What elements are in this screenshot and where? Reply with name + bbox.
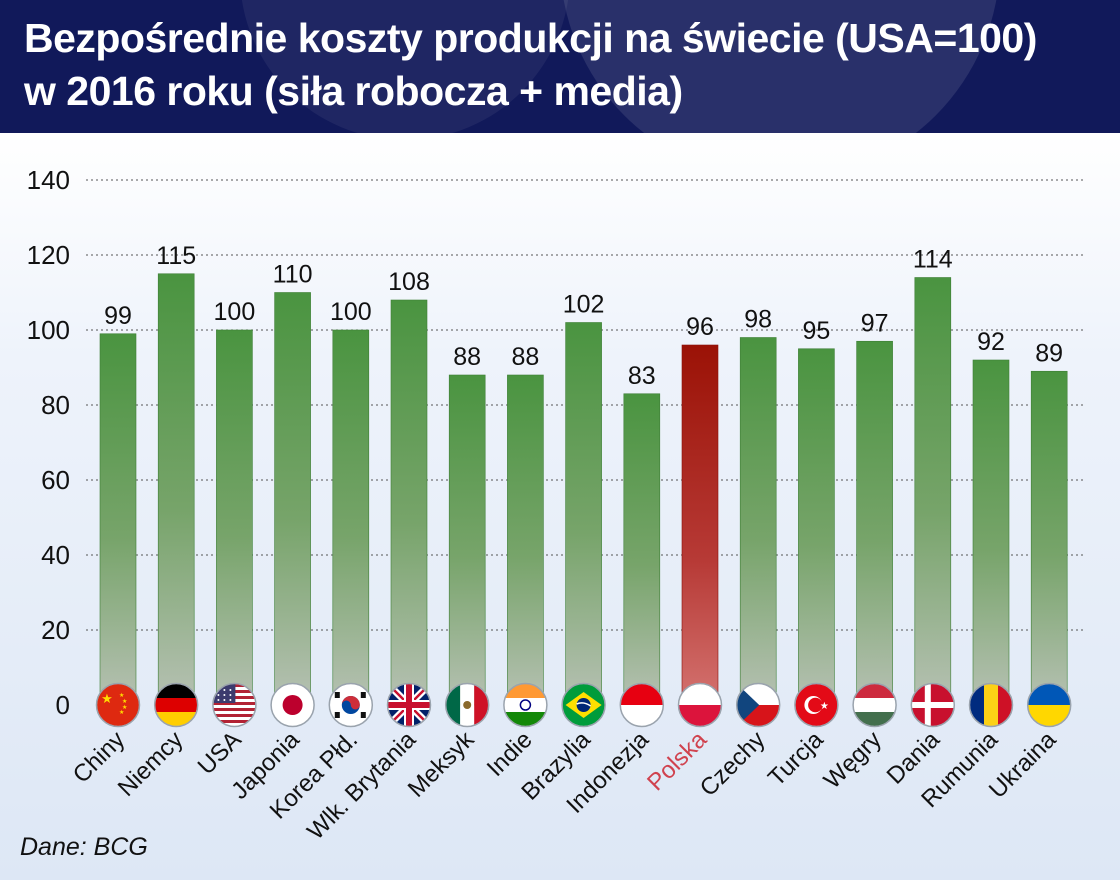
- y-tick-label: 80: [41, 390, 70, 420]
- bar-węgry: [856, 340, 893, 706]
- data-label: 98: [744, 306, 772, 334]
- svg-text:★: ★: [820, 701, 829, 712]
- bar-rumunia: [972, 359, 1010, 706]
- data-label: 88: [511, 343, 539, 371]
- data-label: 115: [156, 242, 196, 270]
- denmark-flag-icon: [910, 682, 956, 728]
- svg-text:★: ★: [101, 691, 113, 706]
- svg-text:★: ★: [122, 698, 127, 705]
- y-tick-label: 60: [41, 465, 70, 495]
- x-tick-label: Węgry: [819, 726, 887, 794]
- y-tick-label: 100: [27, 315, 70, 345]
- romania-flag-icon: [968, 682, 1014, 728]
- data-label: 95: [802, 317, 830, 345]
- bar-chiny: [99, 333, 137, 706]
- bar-brazylia: [565, 322, 602, 706]
- data-label: 114: [913, 246, 953, 274]
- poland-flag-icon: [677, 682, 723, 728]
- turkey-flag-icon: ★: [794, 682, 839, 728]
- data-label: 97: [861, 309, 889, 337]
- bar-dania: [914, 277, 952, 706]
- data-label: 108: [388, 268, 430, 296]
- y-tick-label: 20: [41, 615, 70, 645]
- bar-indie: [507, 374, 544, 706]
- bar-czechy: [739, 337, 777, 706]
- chart-title: Bezpośrednie koszty produkcji na świecie…: [24, 12, 1104, 118]
- chart-title-line-2: w 2016 roku (siła robocza + media): [24, 68, 683, 114]
- y-tick-label: 140: [27, 165, 70, 195]
- y-tick-label: 40: [41, 540, 70, 570]
- x-tick-label: Meksyk: [403, 725, 480, 802]
- svg-text:★: ★: [122, 704, 127, 711]
- data-label: 99: [104, 302, 132, 330]
- czechia-flag-icon: [735, 682, 781, 728]
- mexico-flag-icon: [444, 682, 490, 728]
- x-tick-label: Czechy: [695, 726, 771, 802]
- y-tick-label: 120: [27, 240, 70, 270]
- bar-usa: [216, 329, 253, 706]
- ukraine-flag-icon: [1026, 682, 1072, 728]
- bar-korea-płd-: [332, 329, 370, 706]
- svg-text:★: ★: [119, 692, 124, 699]
- indonesia-flag-icon: [619, 682, 665, 728]
- data-label: 83: [628, 362, 656, 390]
- header-decoration: [560, 0, 1000, 133]
- data-label: 88: [453, 343, 481, 371]
- data-label: 100: [214, 298, 256, 326]
- data-label: 96: [686, 313, 714, 341]
- uk-flag-icon: [386, 682, 432, 728]
- japan-flag-icon: [270, 682, 315, 728]
- india-flag-icon: [503, 682, 548, 728]
- chart-title-line-1: Bezpośrednie koszty produkcji na świecie…: [24, 15, 1037, 61]
- data-label: 110: [273, 261, 313, 289]
- hungary-flag-icon: [852, 682, 897, 728]
- bar-niemcy: [157, 273, 195, 706]
- usa-flag-icon: [212, 682, 257, 728]
- y-tick-label: 0: [56, 690, 70, 720]
- plot-area: 0 20 40 60 80 100 120 140 ★ ★ ★ ★ ★ ★ 99 Chiny 115 Niem…: [0, 133, 1120, 880]
- brazil-flag-icon: [561, 682, 606, 728]
- x-tick-label: Ukraina: [984, 726, 1062, 804]
- data-label: 92: [977, 328, 1005, 356]
- x-tick-label: Turcja: [763, 726, 829, 792]
- bar-indonezja: [623, 393, 661, 706]
- south-korea-flag-icon: [328, 682, 374, 728]
- data-label: 102: [563, 291, 605, 319]
- data-label: 100: [330, 298, 372, 326]
- bar-turcja: [798, 348, 835, 706]
- x-tick-label: Niemcy: [113, 726, 189, 802]
- bar-wlk-brytania: [390, 299, 428, 706]
- bar-polska: [681, 344, 719, 706]
- bar-japonia: [274, 292, 311, 706]
- bar-meksyk: [448, 374, 486, 706]
- source-note: Dane: BCG: [20, 833, 148, 861]
- data-label: 89: [1035, 339, 1063, 367]
- china-flag-icon: ★ ★★★★: [95, 682, 141, 728]
- chart-header: Bezpośrednie koszty produkcji na świecie…: [0, 0, 1120, 133]
- germany-flag-icon: [153, 682, 199, 728]
- svg-text:★: ★: [119, 709, 124, 716]
- bar-ukraina: [1030, 370, 1068, 706]
